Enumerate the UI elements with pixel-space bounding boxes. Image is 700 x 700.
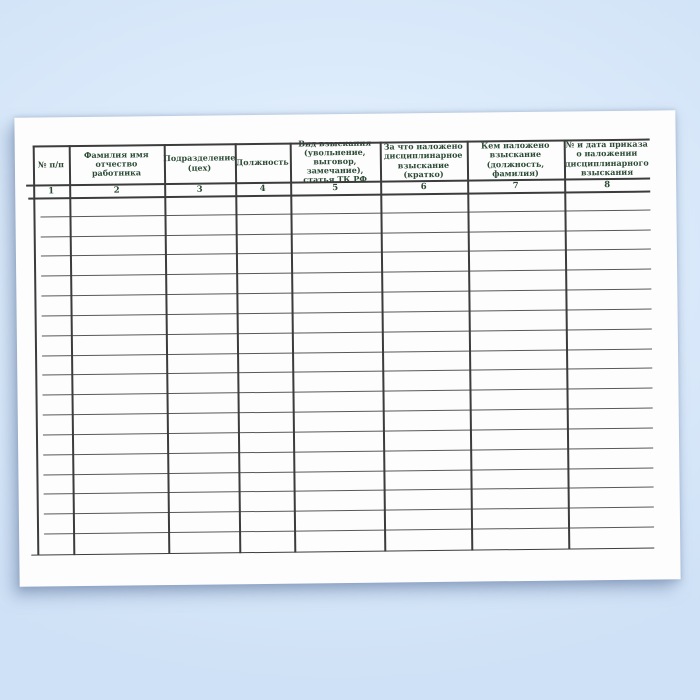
column-number: 7 — [512, 180, 519, 191]
column-header-penalty-reason: За что наложено дисциплинарное взыскание… — [383, 140, 463, 180]
column-number: 3 — [196, 184, 203, 195]
column-header-number: № п/п — [37, 159, 65, 170]
column-number: 5 — [332, 182, 339, 193]
journal-paper-sheet: № п/п Фамилия имя отчество работника Под… — [14, 110, 681, 587]
column-number: 8 — [604, 179, 611, 190]
column-number: 2 — [113, 185, 120, 196]
disciplinary-journal-table: № п/п Фамилия имя отчество работника Под… — [26, 137, 655, 556]
column-header-department: Подразделение (цех) — [163, 152, 236, 173]
column-header-penalty-type: Вид взыскания (увольнение, выговор, заме… — [298, 137, 371, 185]
column-header-position: Должность — [236, 156, 289, 168]
column-header-employee-name: Фамилия имя отчество работника — [83, 148, 149, 178]
column-number: 1 — [48, 185, 55, 196]
table-body — [33, 190, 655, 554]
column-header-order-number-date: № и дата приказа о наложении дисциплинар… — [565, 138, 649, 178]
column-header-imposed-by: Кем наложено взыскание (должность, фамил… — [480, 139, 550, 179]
column-number: 4 — [259, 183, 266, 194]
column-number: 6 — [420, 181, 427, 192]
